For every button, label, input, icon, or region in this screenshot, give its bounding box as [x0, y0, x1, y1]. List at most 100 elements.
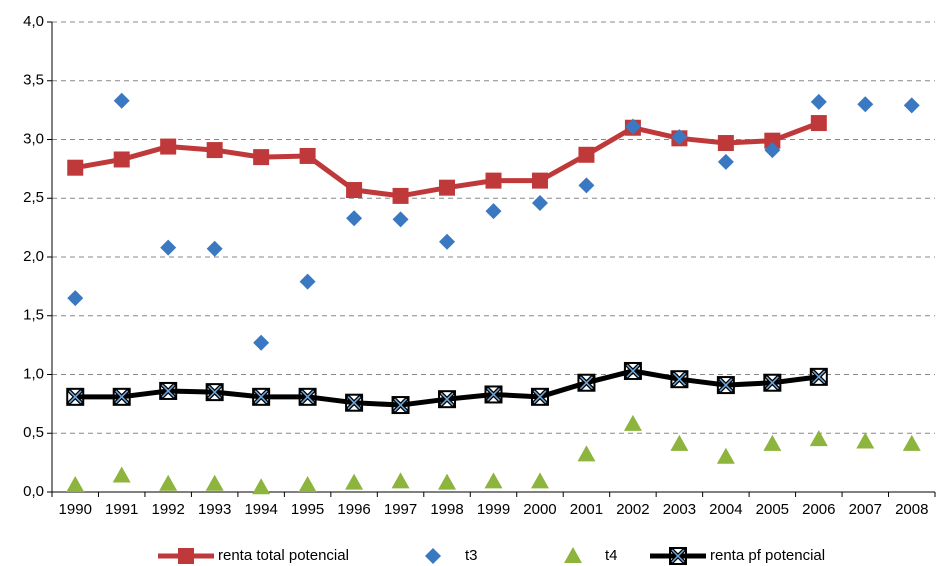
marker — [530, 472, 549, 489]
marker — [623, 414, 642, 431]
marker-shape — [298, 475, 317, 492]
marker-shape — [112, 466, 131, 483]
marker — [670, 370, 689, 389]
marker-shape — [438, 390, 457, 409]
marker-shape — [115, 390, 129, 404]
marker-shape — [764, 142, 781, 159]
marker — [206, 142, 223, 159]
marker — [856, 432, 875, 449]
marker-shape — [68, 390, 82, 404]
marker-shape — [253, 149, 270, 166]
marker — [484, 385, 503, 404]
x-tick-label: 1997 — [384, 501, 417, 518]
marker-shape — [345, 393, 364, 412]
marker-shape — [347, 396, 361, 410]
marker — [716, 376, 735, 395]
y-tick-label: 3,5 — [23, 72, 44, 89]
marker-shape — [670, 370, 689, 389]
marker — [345, 393, 364, 412]
marker-shape — [253, 334, 270, 351]
marker — [391, 396, 410, 415]
marker — [66, 475, 85, 492]
marker-shape — [577, 445, 596, 462]
y-tick-label: 4,0 — [23, 13, 44, 30]
marker — [67, 290, 84, 307]
marker-shape — [577, 373, 596, 392]
marker — [809, 430, 828, 447]
marker — [764, 142, 781, 159]
x-tick-label: 1993 — [198, 501, 231, 518]
marker-shape — [67, 159, 84, 176]
marker-shape — [254, 390, 268, 404]
marker-shape — [346, 182, 363, 199]
marker — [299, 147, 316, 164]
y-tick-label: 1,0 — [23, 365, 44, 382]
marker — [392, 211, 409, 228]
marker — [623, 361, 642, 380]
x-tick-label: 1999 — [477, 501, 510, 518]
marker-shape — [531, 194, 548, 211]
marker-shape — [440, 392, 454, 406]
marker-shape — [564, 547, 582, 563]
marker — [299, 273, 316, 290]
legend-label: renta total potencial — [218, 547, 349, 564]
x-tick-label: 2008 — [895, 501, 928, 518]
x-tick-label: 2004 — [709, 501, 742, 518]
marker-shape — [425, 548, 441, 564]
marker-shape — [391, 396, 410, 415]
marker — [484, 472, 503, 489]
marker — [670, 434, 689, 451]
marker — [67, 159, 84, 176]
x-tick-label: 2007 — [849, 501, 882, 518]
marker-shape — [809, 367, 828, 386]
x-tick-label: 2005 — [756, 501, 789, 518]
marker — [485, 203, 502, 220]
marker-shape — [530, 387, 549, 406]
marker — [253, 149, 270, 166]
x-tick-label: 2001 — [570, 501, 603, 518]
marker — [564, 547, 582, 563]
y-tick-label: 2,0 — [23, 248, 44, 265]
marker-shape — [717, 153, 734, 170]
marker-shape — [763, 434, 782, 451]
marker — [809, 367, 828, 386]
marker — [253, 334, 270, 351]
marker-shape — [205, 383, 224, 402]
marker-shape — [206, 240, 223, 257]
marker — [903, 97, 920, 114]
marker — [112, 466, 131, 483]
marker-shape — [394, 398, 408, 412]
marker-shape — [159, 381, 178, 400]
marker-shape — [160, 239, 177, 256]
marker-shape — [903, 97, 920, 114]
marker — [902, 434, 921, 451]
marker-shape — [439, 233, 456, 250]
marker — [531, 172, 548, 189]
y-tick-label: 0,0 — [23, 483, 44, 500]
legend-label: t3 — [465, 547, 478, 564]
x-tick-label: 2006 — [802, 501, 835, 518]
x-tick-label: 1992 — [151, 501, 184, 518]
marker-shape — [161, 384, 175, 398]
marker — [530, 387, 549, 406]
marker — [206, 240, 223, 257]
marker-shape — [812, 370, 826, 384]
marker-shape — [810, 115, 827, 132]
marker-shape — [438, 473, 457, 490]
marker-shape — [672, 372, 686, 386]
legend-label: t4 — [605, 547, 618, 564]
marker-shape — [623, 361, 642, 380]
y-tick-label: 3,0 — [23, 130, 44, 147]
x-tick-label: 1990 — [59, 501, 92, 518]
marker-shape — [670, 434, 689, 451]
marker-shape — [765, 376, 779, 390]
marker — [669, 547, 687, 565]
marker — [113, 151, 130, 168]
marker-shape — [484, 472, 503, 489]
marker — [439, 233, 456, 250]
marker-shape — [531, 172, 548, 189]
marker — [577, 373, 596, 392]
marker-shape — [67, 290, 84, 307]
marker-shape — [299, 147, 316, 164]
